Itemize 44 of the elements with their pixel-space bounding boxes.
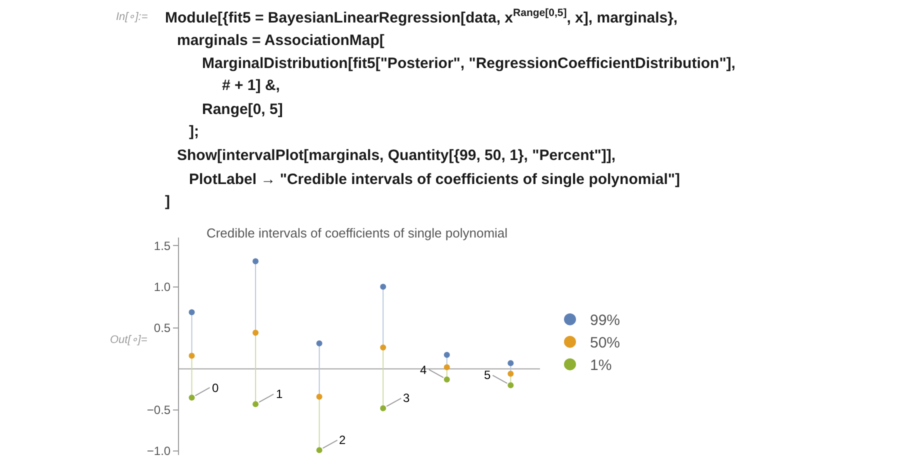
point bbox=[252, 330, 259, 336]
annotation: 5 bbox=[484, 368, 491, 382]
y-tick-label: 1.5 bbox=[154, 238, 171, 253]
y-tick-label: 1.0 bbox=[154, 280, 171, 294]
point bbox=[316, 447, 322, 454]
point bbox=[188, 352, 195, 359]
annotation: 0 bbox=[212, 381, 219, 395]
point bbox=[508, 382, 514, 388]
point bbox=[316, 394, 322, 400]
annotation: 1 bbox=[276, 387, 283, 401]
text: Module[{fit5 = BayesianLinearRegression[data, x$^{Range[0,5]}$, x], marginals}, bbox=[165, 7, 678, 26]
annotation: 3 bbox=[403, 391, 410, 405]
annotation: 2 bbox=[339, 433, 346, 447]
point bbox=[444, 376, 450, 383]
text: Out[∘]= bbox=[110, 334, 148, 346]
point bbox=[188, 394, 195, 401]
text: # + 1] &, bbox=[222, 77, 280, 94]
point bbox=[316, 340, 322, 346]
y-tick-label: 0.5 bbox=[154, 321, 171, 336]
point bbox=[188, 309, 195, 316]
text: MarginalDistribution[fit5["Posterior", "RegressionCoefficientDistribution"], bbox=[202, 55, 736, 72]
point bbox=[444, 364, 450, 370]
text: ]; bbox=[189, 123, 199, 140]
annotation: 4 bbox=[420, 363, 427, 377]
point bbox=[252, 258, 259, 264]
text: PlotLabel → "Credible intervals of coefficients of single polynomial"] bbox=[189, 171, 680, 188]
point bbox=[380, 344, 386, 351]
legend-label: 99% bbox=[590, 312, 620, 330]
text: ] bbox=[165, 193, 170, 210]
point bbox=[380, 405, 386, 412]
legend-label: 1% bbox=[590, 357, 612, 374]
point bbox=[252, 401, 259, 408]
point bbox=[380, 284, 386, 290]
chart-title: Credible intervals of coefficients of single polynomial bbox=[206, 226, 508, 241]
point bbox=[508, 370, 514, 377]
y-tick-label: −0.5 bbox=[146, 403, 171, 418]
text: Show[intervalPlot[marginals, Quantity[{99, 50, 1}, "Percent"]], bbox=[177, 147, 616, 164]
text: In[∘]:= bbox=[116, 11, 148, 23]
point bbox=[444, 352, 450, 358]
text: marginals = AssociationMap[ bbox=[177, 32, 384, 49]
legend-label: 50% bbox=[590, 334, 620, 352]
point bbox=[508, 360, 514, 366]
text: Range[0, 5] bbox=[202, 101, 283, 118]
y-tick-label: −1.0 bbox=[146, 444, 171, 458]
